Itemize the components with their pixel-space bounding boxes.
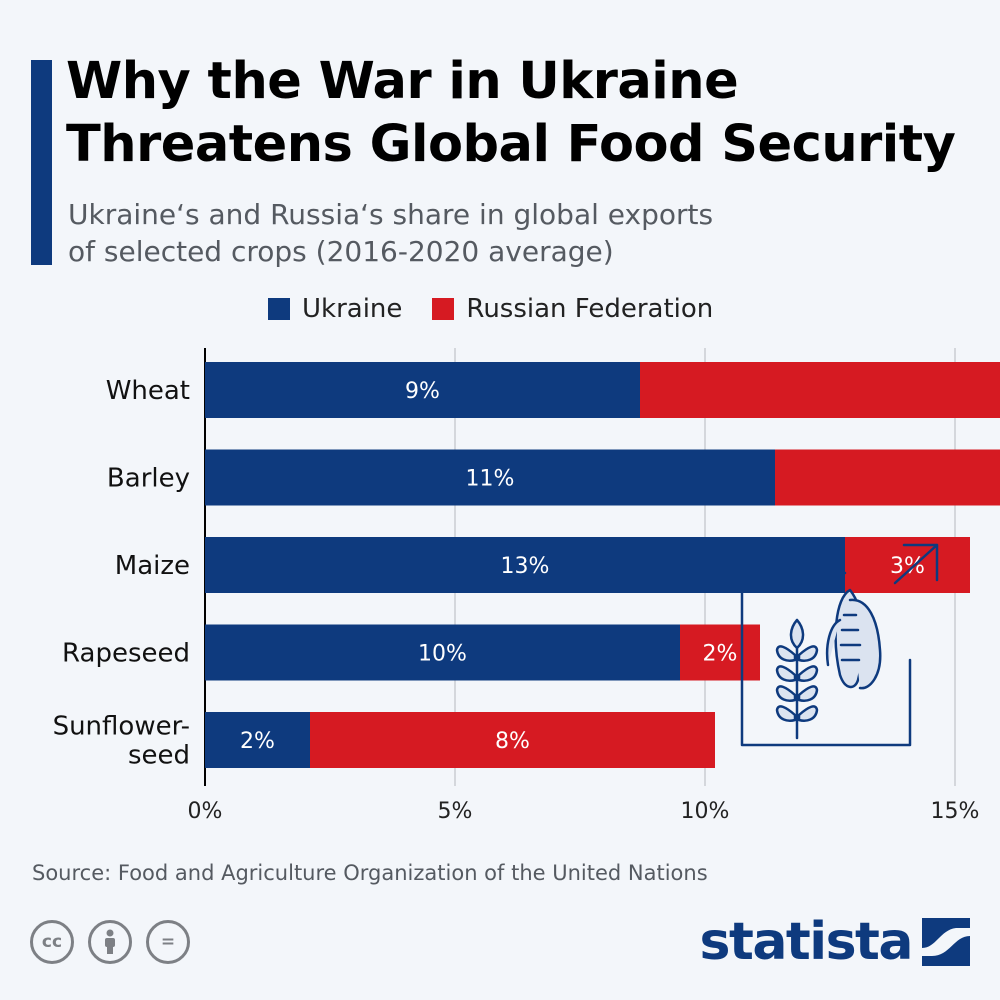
- label-layer: 0%5%10%15%20%25%9%18%Wheat11%12%Barley13…: [53, 376, 980, 824]
- data-label-0-2: 13%: [501, 554, 550, 579]
- x-tick-label-2: 10%: [681, 799, 730, 824]
- corn-icon: [825, 588, 882, 690]
- data-label-0-0: 9%: [405, 379, 440, 404]
- category-label-4-1: seed: [128, 741, 190, 771]
- brand-mark-icon: [922, 918, 970, 966]
- category-label-0-0: Wheat: [106, 376, 190, 406]
- title-accent-bar: [31, 60, 52, 265]
- bar-1-4: [310, 712, 715, 768]
- subtitle-line-1: Ukraine‘s and Russia‘s share in global e…: [68, 198, 714, 231]
- legend-item-russia: Russian Federation: [432, 294, 713, 324]
- bar-0-2: [205, 537, 845, 593]
- data-label-0-1: 11%: [466, 467, 515, 492]
- person-glyph: [105, 929, 115, 954]
- category-label-3-0: Rapeseed: [62, 639, 190, 669]
- license-badges: cc =: [30, 920, 204, 964]
- legend-label-russia: Russian Federation: [466, 294, 714, 324]
- bar-1-3: [680, 624, 760, 681]
- trend-arrow-icon: [893, 543, 939, 585]
- data-label-1-3: 2%: [703, 642, 738, 667]
- bar-0-3: [205, 624, 680, 681]
- chart-title: Why the War in Ukraine Threatens Global …: [66, 50, 986, 176]
- wheat-icon: [775, 618, 819, 740]
- by-person-icon[interactable]: [88, 920, 132, 964]
- bar-1-1: [775, 449, 1000, 506]
- nd-badge-text: =: [160, 932, 176, 952]
- title-line-1: Why the War in Ukraine: [66, 52, 739, 111]
- data-label-1-4: 8%: [495, 729, 530, 754]
- bar-layer: [205, 362, 1000, 768]
- icon-frame: [740, 571, 912, 747]
- source-note: Source: Food and Agriculture Organizatio…: [32, 861, 708, 885]
- chart-subtitle: Ukraine‘s and Russia‘s share in global e…: [68, 196, 828, 270]
- cc-icon[interactable]: cc: [30, 920, 74, 964]
- cc-badge-text: cc: [41, 932, 63, 952]
- category-label-2-0: Maize: [115, 551, 190, 581]
- brand-name: statista: [699, 912, 914, 972]
- no-derivatives-icon[interactable]: =: [146, 920, 190, 964]
- legend-label-ukraine: Ukraine: [302, 294, 403, 324]
- bar-1-0: [640, 362, 1000, 418]
- bar-0-0: [205, 362, 640, 418]
- legend: Ukraine Russian Federation: [268, 292, 743, 326]
- legend-swatch-ukraine: [268, 298, 290, 320]
- bar-0-4: [205, 712, 310, 768]
- x-tick-label-1: 5%: [438, 799, 473, 824]
- wheat-and-corn-icon: [740, 543, 939, 747]
- legend-swatch-russia: [432, 298, 455, 320]
- title-line-2: Threatens Global Food Security: [66, 115, 956, 174]
- x-tick-label-0: 0%: [188, 799, 223, 824]
- subtitle-line-2: of selected crops (2016-2020 average): [68, 235, 614, 268]
- brand-logo[interactable]: statista: [700, 912, 970, 972]
- legend-item-ukraine: Ukraine: [268, 294, 402, 324]
- data-label-0-4: 2%: [240, 729, 275, 754]
- data-label-0-3: 10%: [418, 642, 467, 667]
- bar-0-1: [205, 449, 775, 506]
- category-label-1-0: Barley: [107, 464, 190, 494]
- x-tick-label-3: 15%: [931, 799, 980, 824]
- data-label-1-2: 3%: [890, 554, 925, 579]
- category-label-4-0: Sunflower-: [53, 712, 190, 742]
- bar-1-2: [845, 537, 970, 593]
